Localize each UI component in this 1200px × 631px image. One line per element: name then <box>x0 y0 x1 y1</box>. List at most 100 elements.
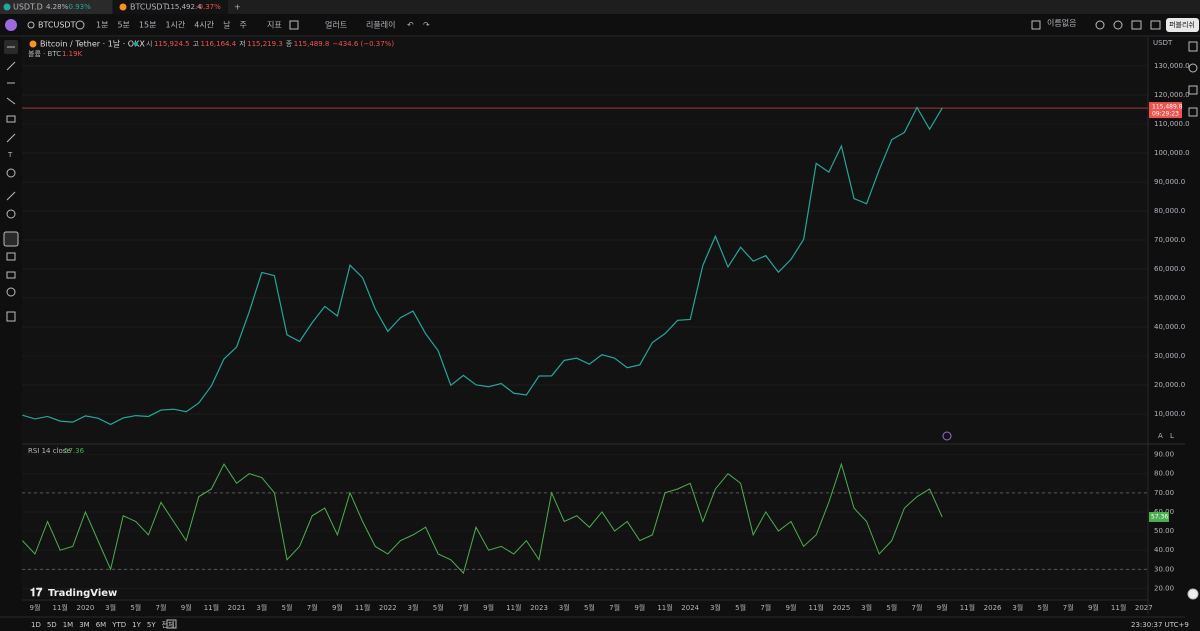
alerts-panel[interactable] <box>1188 63 1198 73</box>
tool-zoom[interactable] <box>6 209 16 219</box>
time-tick-label: 7월 <box>912 603 923 612</box>
currency-label[interactable]: USDT <box>1153 39 1173 47</box>
interval-button[interactable]: 1시간 <box>165 20 185 30</box>
symbol-search[interactable]: BTCUSDT <box>38 21 76 30</box>
tab-icon <box>119 3 127 11</box>
price-tick-label: 120,000.0 <box>1154 91 1190 99</box>
last-price-badge <box>1149 102 1182 119</box>
tool-lock[interactable] <box>6 271 16 279</box>
time-tick-label: 7월 <box>458 603 469 612</box>
auto-scale[interactable]: A <box>1158 432 1163 440</box>
logo: TradingView <box>48 588 117 599</box>
event-marker[interactable] <box>942 431 952 441</box>
ohlc-value: −434.6 (−0.37%) <box>332 40 394 48</box>
layouts-icon[interactable] <box>289 20 299 30</box>
time-tick-label: 2020 <box>76 604 94 612</box>
avatar[interactable] <box>5 19 17 31</box>
tool-brush[interactable] <box>6 133 16 143</box>
range-button[interactable]: 전체 <box>162 620 175 629</box>
interval-button[interactable]: 날 <box>223 20 231 30</box>
price-tick-label: 130,000.0 <box>1154 62 1190 70</box>
tool-trendline[interactable] <box>6 61 16 71</box>
time-tick-label: 9월 <box>786 603 797 612</box>
time-tick-label: 9월 <box>483 603 494 612</box>
time-tick-label: 7월 <box>156 603 167 612</box>
interval-button[interactable]: 4시간 <box>194 20 214 30</box>
price-tick-label: 60,000.0 <box>1154 265 1185 273</box>
rsi-badge-label: 57.36 <box>1151 513 1168 520</box>
logo-mark: 𝟏𝟕 <box>30 586 43 599</box>
tab[interactable] <box>113 0 228 14</box>
interval-button[interactable]: 5분 <box>117 21 129 30</box>
layout-name[interactable]: 이름없음 <box>1047 18 1076 28</box>
interval-button[interactable]: 1분 <box>96 21 108 30</box>
rsi-tick-label: 50.00 <box>1154 527 1174 535</box>
tool-text[interactable]: T <box>7 151 13 159</box>
tool-delete[interactable] <box>6 311 16 322</box>
time-tick-label: 3월 <box>861 603 872 612</box>
layers[interactable] <box>1188 85 1198 95</box>
tab-icon <box>3 3 11 11</box>
time-tick-label: 3월 <box>710 603 721 612</box>
range-button[interactable]: 3M <box>79 621 90 629</box>
watchlist[interactable] <box>1188 41 1198 52</box>
range-button[interactable]: 1M <box>63 621 74 629</box>
quick-search[interactable] <box>1095 20 1105 30</box>
tool-ruler[interactable] <box>6 191 16 201</box>
time-tick-label: 5월 <box>282 603 293 612</box>
tool-lock-draw[interactable] <box>6 252 16 261</box>
range-button[interactable]: 5Y <box>147 621 156 629</box>
price-tick-label: 80,000.0 <box>1154 207 1185 215</box>
tool-forecast[interactable] <box>6 115 16 123</box>
range-button[interactable]: 5D <box>47 621 57 629</box>
tool-magnet[interactable] <box>3 231 19 247</box>
undo[interactable]: ↶ <box>406 21 414 30</box>
compare-button[interactable] <box>75 20 85 30</box>
fullscreen[interactable] <box>1131 20 1142 30</box>
publish-button[interactable] <box>1166 18 1199 32</box>
search-icon <box>27 21 35 29</box>
new-tab[interactable]: + <box>234 3 241 12</box>
chat[interactable] <box>1188 107 1198 117</box>
rsi-line <box>22 462 943 575</box>
interval-button[interactable]: 15분 <box>139 21 157 30</box>
alerts-button[interactable]: 얼러트 <box>325 20 347 30</box>
tool-emoji[interactable] <box>6 168 16 178</box>
time-tick-label: 5월 <box>584 603 595 612</box>
volume-value: 1.19K <box>62 50 83 58</box>
rsi-tick-label: 30.00 <box>1154 565 1174 573</box>
tool-pattern[interactable] <box>6 97 16 105</box>
indicators-button[interactable]: 지표 <box>267 21 282 30</box>
time-tick-label: 2024 <box>681 604 699 612</box>
replay-button[interactable]: 리플레이 <box>366 20 395 30</box>
tab[interactable] <box>0 0 112 14</box>
date-range[interactable] <box>166 619 177 629</box>
time-tick-label: 9월 <box>634 603 645 612</box>
interval-button[interactable]: 주 <box>239 21 246 30</box>
time-tick-label: 2023 <box>530 604 548 612</box>
layout-icon <box>1031 20 1041 30</box>
price-tick-label: 100,000.0 <box>1154 149 1190 157</box>
time-tick-label: 7월 <box>760 603 771 612</box>
range-button[interactable]: 1D <box>31 621 41 629</box>
settings[interactable] <box>1113 20 1123 30</box>
ohlc-value: 116,164.4 <box>201 40 237 48</box>
range-button[interactable]: 6M <box>96 621 107 629</box>
drawing-tools: T <box>3 40 19 322</box>
range-button[interactable]: YTD <box>111 621 126 629</box>
ohlc-label: 저 <box>239 39 245 48</box>
snapshot[interactable] <box>1150 20 1161 30</box>
time-tick-label: 9월 <box>332 603 343 612</box>
time-tick-label: 11월 <box>1111 603 1126 612</box>
apps[interactable] <box>1187 588 1199 600</box>
price-tick-label: 20,000.0 <box>1154 381 1185 389</box>
tool-visibility[interactable] <box>6 287 16 297</box>
rsi-tick-label: 60.00 <box>1154 508 1174 516</box>
log-scale[interactable]: L <box>1170 432 1174 440</box>
market-status <box>134 42 138 46</box>
time-tick-label: 11월 <box>809 603 824 612</box>
redo[interactable]: ↷ <box>423 21 430 30</box>
time-tick-label: 5월 <box>433 603 444 612</box>
range-button[interactable]: 1Y <box>132 621 141 629</box>
